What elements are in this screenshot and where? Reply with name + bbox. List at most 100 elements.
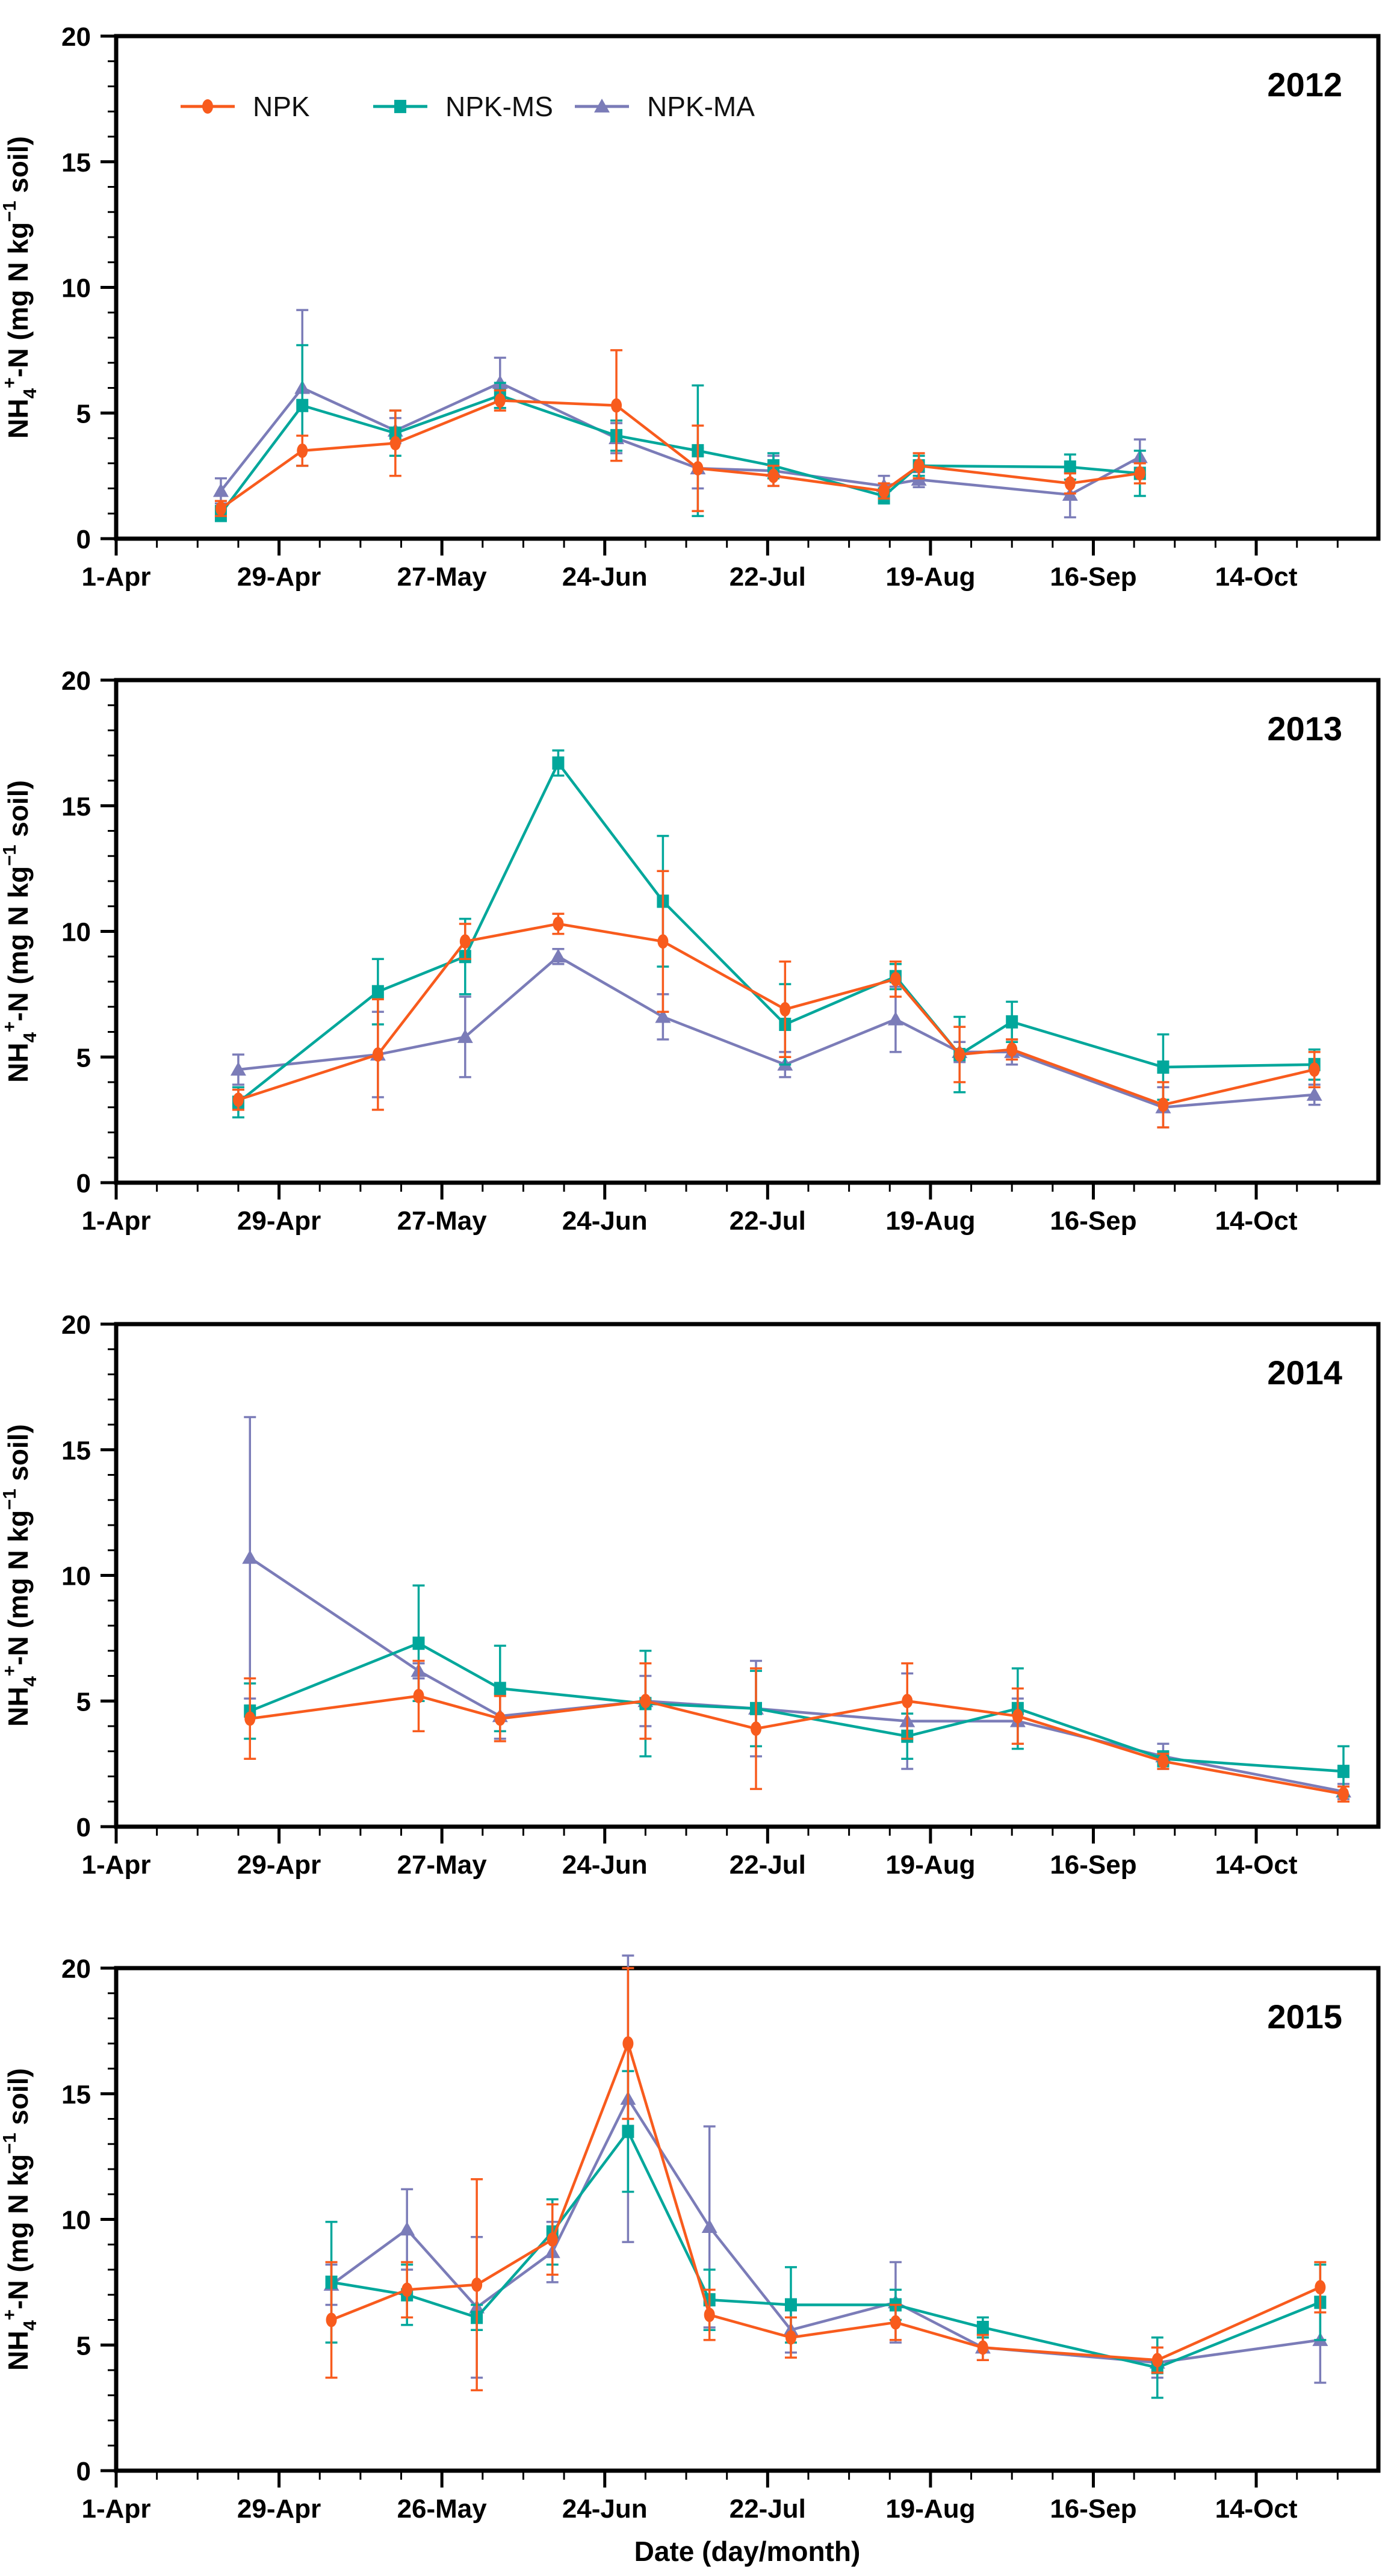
y-tick-label: 15 (61, 2080, 91, 2110)
x-tick-label: 14-Oct (1215, 1206, 1298, 1236)
triangle-marker (887, 1011, 903, 1026)
circle-marker (785, 2330, 796, 2345)
series-NPK (232, 870, 1321, 1129)
y-tick-label: 15 (61, 148, 91, 178)
y-axis: 0 5 10 15 20 (61, 1310, 116, 1842)
circle-marker (1134, 466, 1145, 481)
x-tick-label: 24-Jun (562, 1206, 648, 1236)
square-marker (784, 2298, 797, 2312)
series-NPK-MA (212, 309, 1148, 519)
y-tick-label: 15 (61, 792, 91, 822)
circle-marker (692, 461, 704, 476)
chart-svg-2012: 0 5 10 15 20 1-Apr 29-Apr 27-May 24-Jun 22-Jul 19-… (0, 22, 1381, 592)
square-marker (1337, 1765, 1350, 1779)
triangle-marker (594, 98, 610, 113)
plot-border (114, 1322, 1381, 1829)
y-axis-title: NH4+-N (mg N kg−1 soil) (0, 2068, 40, 2371)
square-marker (394, 99, 406, 113)
x-tick-label: 19-Aug (885, 2494, 975, 2524)
circle-marker (1151, 2353, 1163, 2368)
y-axis-title: NH4+-N (mg N kg−1 soil) (0, 1424, 40, 1727)
square-marker (296, 398, 309, 412)
circle-marker (902, 1694, 913, 1709)
x-tick-label: 16-Sep (1050, 562, 1136, 592)
circle-marker (1012, 1709, 1023, 1724)
circle-marker (413, 1688, 424, 1703)
x-tick-label: 22-Jul (730, 1206, 806, 1236)
series-line (238, 955, 1315, 1109)
x-tick-label: 27-May (397, 1850, 488, 1880)
legend-label: NPK-MA (647, 91, 755, 122)
year-label: 2015 (1267, 1998, 1342, 2036)
triangle-marker (457, 1029, 473, 1043)
x-tick-label: 22-Jul (730, 1850, 806, 1880)
series-NPK-MA (242, 1416, 1352, 1800)
y-tick-label: 20 (61, 666, 91, 696)
y-tick-label: 0 (76, 1169, 91, 1198)
x-tick-label: 19-Aug (885, 1850, 975, 1880)
x-tick-label: 22-Jul (730, 562, 806, 592)
circle-marker (1338, 1786, 1349, 1801)
triangle-marker (701, 2219, 717, 2234)
y-tick-label: 10 (61, 2206, 91, 2235)
circle-marker (326, 2312, 337, 2327)
circle-marker (622, 2036, 634, 2051)
circle-marker (553, 916, 564, 931)
x-tick-label: 16-Sep (1050, 1850, 1136, 1880)
triangle-marker (242, 1550, 258, 1564)
circle-marker (215, 501, 226, 516)
y-tick-label: 0 (76, 525, 91, 554)
circle-marker (913, 458, 925, 473)
y-tick-label: 20 (61, 1954, 91, 1984)
series-line (220, 399, 1141, 510)
legend: NPK NPK-MS NPK-MA (181, 91, 755, 122)
y-tick-label: 0 (76, 1813, 91, 1842)
chart-svg-2014: 0 5 10 15 20 1-Apr 29-Apr 27-May 24-Jun 22-Jul 19-… (0, 1310, 1381, 1880)
y-tick-label: 5 (76, 2331, 91, 2361)
y-tick-label: 5 (76, 1687, 91, 1717)
year-label: 2013 (1267, 710, 1342, 748)
x-tick-label: 24-Jun (562, 1850, 648, 1880)
x-tick-label: 1-Apr (82, 1850, 151, 1880)
circle-marker (611, 398, 622, 413)
y-tick-label: 10 (61, 1562, 91, 1591)
chart-svg-2013: 0 5 10 15 20 1-Apr 29-Apr 27-May 24-Jun 22-Jul 19-… (0, 666, 1381, 1236)
circle-marker (704, 2308, 715, 2323)
year-label: 2012 (1267, 66, 1342, 104)
chart-panel-2014: 0 5 10 15 20 1-Apr 29-Apr 27-May 24-Jun 22-Jul 19-… (0, 1288, 1388, 1932)
x-tick-label: 22-Jul (730, 2494, 806, 2524)
x-tick-label: 24-Jun (562, 562, 648, 592)
year-label: 2014 (1267, 1354, 1342, 1392)
x-tick-label: 29-Apr (237, 562, 321, 592)
x-tick-label: 1-Apr (82, 1206, 151, 1236)
circle-marker (244, 1711, 256, 1726)
y-axis: 0 5 10 15 20 (61, 22, 116, 554)
circle-marker (640, 1694, 651, 1709)
series-NPK-MA (230, 947, 1322, 1129)
y-tick-label: 10 (61, 274, 91, 303)
series-NPK (214, 349, 1146, 518)
circle-marker (1064, 476, 1076, 491)
chart-panel-2013: 0 5 10 15 20 1-Apr 29-Apr 27-May 24-Jun 22-Jul 19-… (0, 644, 1388, 1288)
circle-marker (471, 2277, 483, 2293)
series-NPK (325, 1967, 1327, 2392)
chart-panel-2012: 0 5 10 15 20 1-Apr 29-Apr 27-May 24-Jun 22-Jul 19-… (0, 0, 1388, 644)
square-marker (976, 2321, 989, 2335)
y-axis-title: NH4+-N (mg N kg−1 soil) (0, 136, 40, 439)
circle-marker (779, 1002, 791, 1017)
x-tick-label: 14-Oct (1215, 1850, 1298, 1880)
triangle-marker (550, 949, 566, 963)
series-NPK-MS (325, 2070, 1327, 2399)
x-tick-label: 24-Jun (562, 2494, 648, 2524)
circle-marker (459, 934, 471, 949)
series-line (220, 381, 1141, 497)
series-NPK (244, 1659, 1350, 1803)
circle-marker (202, 99, 213, 114)
circle-marker (547, 2232, 558, 2247)
square-marker (494, 1682, 506, 1695)
x-axis-title: Date (day/month) (634, 2536, 861, 2567)
circle-marker (1157, 1097, 1169, 1112)
circle-marker (890, 2315, 901, 2330)
triangle-marker (655, 1009, 671, 1023)
y-axis: 0 5 10 15 20 (61, 666, 116, 1198)
